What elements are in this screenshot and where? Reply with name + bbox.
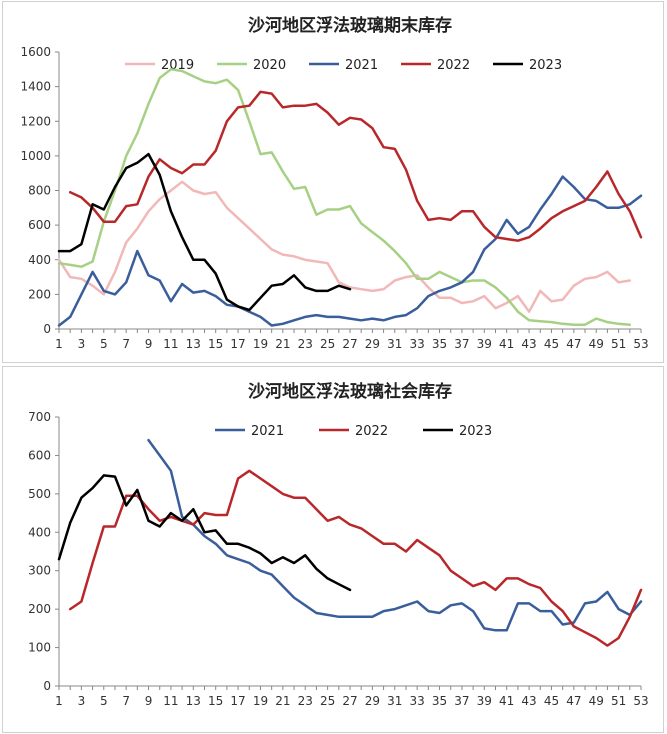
x-tick-label: 33 [410,337,425,351]
legend-label-2023: 2023 [459,424,492,439]
x-tick-label: 17 [230,337,245,351]
y-tick-label: 0 [43,679,51,693]
chart-title: 沙河地区浮法玻璃社会库存 [248,381,452,402]
y-tick-label: 600 [28,218,51,232]
x-tick-label: 7 [122,694,130,708]
x-tick-label: 5 [100,694,108,708]
y-tick-label: 200 [28,602,51,616]
legend-label-2021: 2021 [345,58,378,73]
x-tick-label: 15 [208,694,223,708]
legend-label-2020: 2020 [253,58,286,73]
legend-label-2021: 2021 [251,424,284,439]
x-tick-label: 13 [186,337,201,351]
y-tick-label: 800 [28,184,51,198]
legend-label-2022: 2022 [355,424,388,439]
x-tick-label: 51 [611,337,626,351]
x-tick-label: 23 [298,694,313,708]
x-tick-label: 41 [499,694,514,708]
y-tick-label: 1000 [20,149,51,163]
x-tick-label: 27 [342,337,357,351]
x-tick-label: 15 [208,337,223,351]
x-tick-label: 41 [499,337,514,351]
x-tick-label: 19 [253,337,268,351]
x-tick-label: 35 [432,337,447,351]
x-tick-label: 1 [55,694,63,708]
x-tick-label: 39 [477,337,492,351]
legend-label-2022: 2022 [437,58,470,73]
x-tick-label: 29 [365,694,380,708]
x-tick-label: 11 [163,694,178,708]
y-tick-label: 500 [28,487,51,501]
x-tick-label: 35 [432,694,447,708]
x-tick-label: 25 [320,337,335,351]
y-tick-label: 300 [28,564,51,578]
x-tick-label: 1 [55,337,63,351]
x-tick-label: 47 [566,337,581,351]
y-tick-label: 400 [28,525,51,539]
x-tick-label: 37 [454,694,469,708]
chart-title: 沙河地区浮法玻璃期末库存 [248,15,452,36]
chart-bottom-panel: 沙河地区浮法玻璃社会库存 0 100 200 300 400 500 600 700 1 3 5 7 9 1… [2,366,664,733]
ending-inventory-chart: 沙河地区浮法玻璃期末库存 0 200 400 600 800 1000 1200 1400 160… [20,15,648,351]
x-tick-label: 49 [589,694,604,708]
series-line-2023 [57,474,352,592]
x-tick-label: 13 [186,694,201,708]
x-tick-label: 51 [611,694,626,708]
x-tick-label: 47 [566,694,581,708]
x-tick-label: 23 [298,337,313,351]
x-tick-label: 37 [454,337,469,351]
series-line-2019 [57,180,632,313]
x-tick-label: 29 [365,337,380,351]
x-tick-label: 9 [145,694,153,708]
x-tick-label: 53 [633,337,648,351]
x-tick-label: 11 [163,337,178,351]
x-tick-label: 21 [275,337,290,351]
x-tick-label: 9 [145,337,153,351]
x-tick-label: 19 [253,694,268,708]
y-tick-label: 400 [28,253,51,267]
x-tick-label: 21 [275,694,290,708]
y-tick-label: 600 [28,448,51,462]
x-tick-label: 45 [544,694,559,708]
series-line-2022 [68,90,643,242]
series-line-2021 [57,175,643,327]
x-tick-label: 43 [521,694,536,708]
series-line-2020 [57,68,632,326]
x-tick-label: 3 [78,337,86,351]
y-tick-label: 1200 [20,114,51,128]
y-tick-label: 1600 [20,45,51,59]
x-tick-label: 49 [589,337,604,351]
x-tick-label: 27 [342,694,357,708]
y-tick-label: 1400 [20,80,51,94]
x-tick-label: 31 [387,337,402,351]
x-tick-label: 7 [122,337,130,351]
x-tick-label: 17 [230,694,245,708]
x-tick-label: 39 [477,694,492,708]
series-line-2022 [68,469,643,647]
legend-label-2023: 2023 [529,58,562,73]
series-line-2021 [147,438,643,632]
x-tick-label: 25 [320,694,335,708]
chart-top-panel: 沙河地区浮法玻璃期末库存 0 200 400 600 800 1000 1200 1400 160… [2,1,664,363]
x-tick-label: 43 [521,337,536,351]
y-tick-label: 200 [28,287,51,301]
x-tick-label: 3 [78,694,86,708]
y-tick-label: 700 [28,410,51,424]
x-tick-label: 33 [410,694,425,708]
y-tick-label: 100 [28,641,51,655]
y-tick-label: 0 [43,322,51,336]
x-tick-label: 5 [100,337,108,351]
x-tick-label: 31 [387,694,402,708]
x-tick-label: 45 [544,337,559,351]
x-tick-label: 53 [633,694,648,708]
series-line-2023 [57,152,352,312]
